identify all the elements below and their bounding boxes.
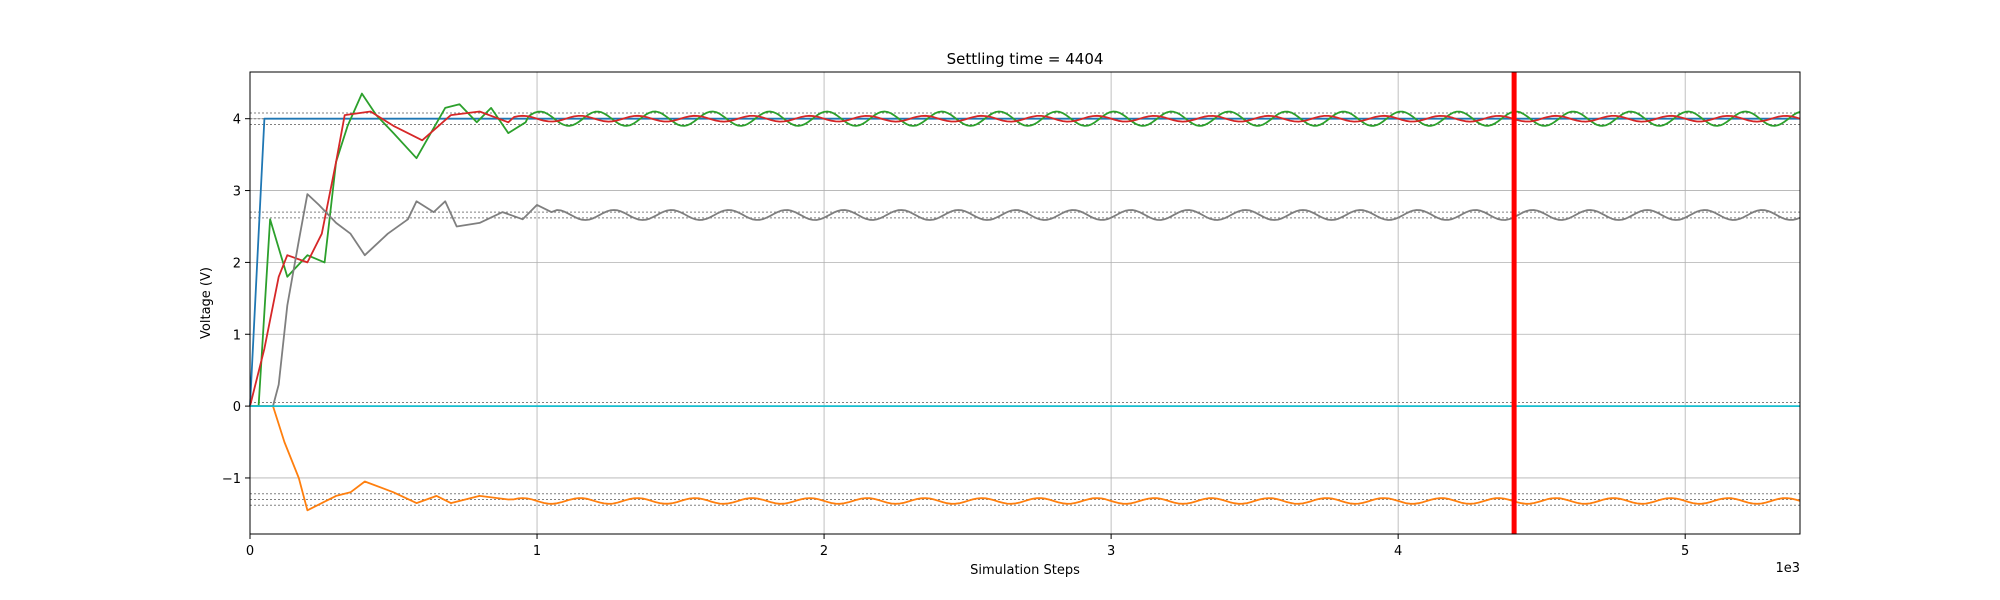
reference-bands: [250, 112, 1800, 506]
data-series: [249, 92, 1801, 512]
y-tick-label: 1: [233, 328, 241, 343]
y-tick-label: 0: [233, 400, 241, 415]
y-tick-label: 2: [233, 256, 241, 271]
plot-frame: [249, 71, 1801, 535]
x-axis-offset-label: 1e3: [1775, 561, 1800, 576]
x-tick-label: 5: [1681, 544, 1689, 559]
grid-lines: [249, 72, 1800, 534]
series-line-green: [250, 92, 1801, 407]
y-tick-label: 4: [233, 113, 241, 128]
series-line-gray: [250, 193, 1801, 407]
y-tick-label: −1: [222, 472, 241, 487]
y-axis-label: Voltage (V): [199, 267, 214, 339]
series-line-step_blue: [249, 117, 1800, 407]
series-line-orange: [250, 405, 1801, 512]
y-axis-ticks: −1 0 1 2 3 4: [222, 113, 250, 487]
series-line-red: [249, 110, 1801, 407]
x-tick-label: 4: [1394, 544, 1402, 559]
chart-title: Settling time = 4404: [947, 50, 1104, 68]
y-tick-label: 3: [233, 185, 241, 200]
x-axis-ticks: 0 1 2 3 4 5: [246, 534, 1689, 559]
x-axis-label: Simulation Steps: [970, 563, 1080, 578]
x-tick-label: 3: [1107, 544, 1115, 559]
x-tick-label: 1: [533, 544, 541, 559]
x-tick-label: 2: [820, 544, 828, 559]
x-tick-label: 0: [246, 544, 254, 559]
